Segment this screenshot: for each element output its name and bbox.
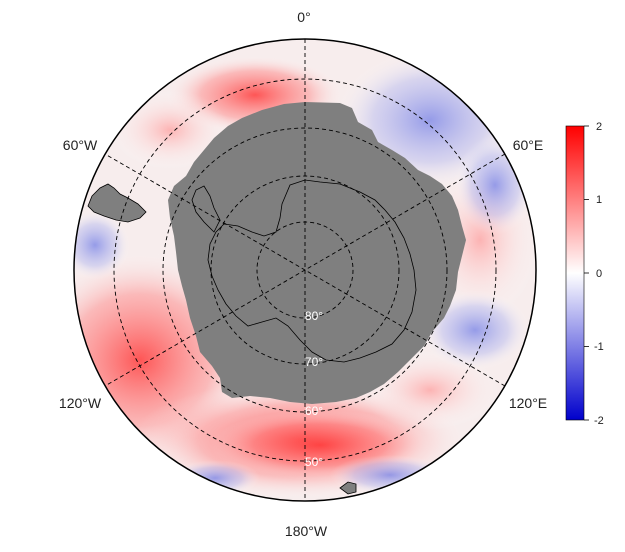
lat-label-50: 50° (305, 455, 323, 469)
antarctica-coastline (207, 179, 417, 363)
colorbar-tick-label-neg1: -1 (594, 341, 604, 353)
colorbar-tick-label-2: 2 (596, 121, 602, 133)
warm-anomaly-left-upper (110, 90, 230, 170)
lon-label-0: 0° (297, 9, 310, 25)
colorbar-ticks (584, 125, 589, 421)
colorbar-tick-label-0: 0 (596, 268, 602, 280)
colorbar: 2 1 0 -1 -2 (565, 121, 604, 427)
colorbar-tick-label-neg2: -2 (594, 415, 604, 427)
lat-label-80: 80° (305, 309, 323, 323)
southern-island (339, 481, 357, 495)
lat-label-60: 60° (305, 404, 323, 418)
latitude-circle-50 (113, 78, 497, 462)
meridian-lines (104, 39, 506, 501)
lon-label-120w: 120°W (59, 395, 102, 411)
south-america-tip (87, 183, 147, 223)
antarctica-land-mask (168, 102, 466, 404)
meridian-120e-60w (104, 153, 506, 387)
cool-anomaly-south-west (170, 460, 260, 496)
lat-label-70: 70° (305, 355, 323, 369)
lon-label-180w: 180°W (285, 523, 328, 539)
latitude-circle-60 (162, 127, 448, 413)
map-boundary (73, 38, 537, 502)
lon-label-60w: 60°W (63, 137, 98, 153)
antarctic-peninsula-coastline (191, 185, 221, 233)
colorbar-tick-label-1: 1 (596, 194, 602, 206)
colorbar-gradient (565, 125, 585, 421)
lon-label-60e: 60°E (513, 137, 544, 153)
lon-label-120e: 120°E (509, 395, 547, 411)
